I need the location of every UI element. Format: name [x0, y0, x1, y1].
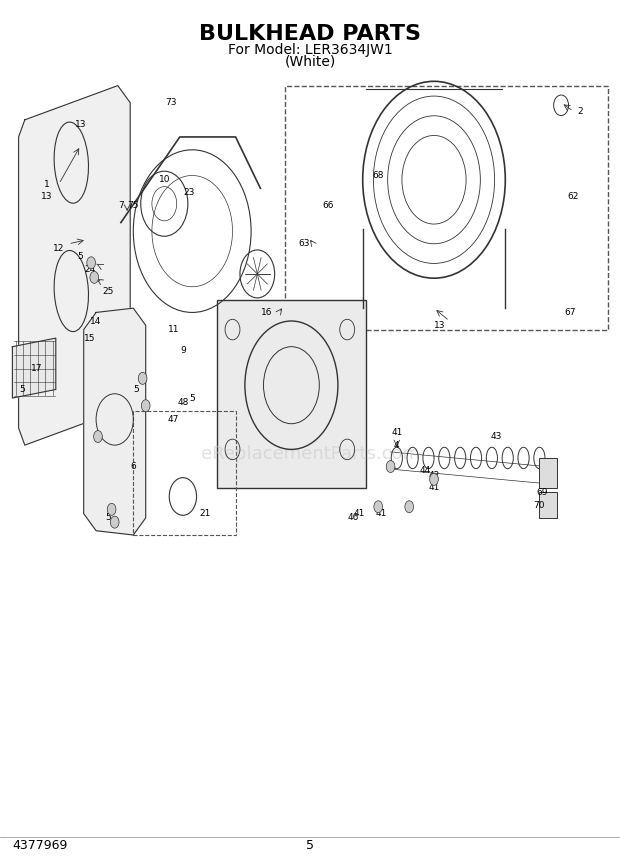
Text: 43: 43 [490, 432, 502, 441]
Text: 13: 13 [41, 193, 52, 201]
Circle shape [110, 516, 119, 528]
Text: 5: 5 [105, 514, 112, 522]
Bar [539, 492, 557, 518]
Text: 5: 5 [19, 385, 25, 394]
Polygon shape [19, 86, 130, 445]
Circle shape [141, 400, 150, 412]
Text: 75: 75 [128, 201, 139, 210]
Text: 5: 5 [133, 385, 140, 394]
Text: 7: 7 [118, 201, 124, 210]
Text: 5: 5 [189, 394, 195, 402]
Text: 4377969: 4377969 [12, 839, 68, 853]
Circle shape [94, 431, 102, 443]
Text: 41: 41 [354, 509, 365, 518]
Circle shape [87, 257, 95, 269]
Bar [539, 458, 557, 488]
Text: 17: 17 [32, 364, 43, 372]
Text: 42: 42 [428, 471, 440, 479]
Text: 63: 63 [298, 240, 309, 248]
Text: 62: 62 [568, 193, 579, 201]
Text: 14: 14 [91, 317, 102, 325]
Text: 41: 41 [391, 428, 402, 437]
Text: 5: 5 [78, 253, 84, 261]
Text: 69: 69 [537, 488, 548, 496]
Text: 12: 12 [53, 244, 64, 253]
Polygon shape [12, 338, 56, 398]
Text: 1: 1 [43, 180, 50, 188]
Text: 47: 47 [168, 415, 179, 424]
Polygon shape [84, 308, 146, 535]
Text: 2: 2 [577, 107, 583, 116]
Text: 21: 21 [199, 509, 210, 518]
Text: 10: 10 [159, 175, 170, 184]
Bar [133, 411, 236, 535]
Circle shape [405, 501, 414, 513]
Text: 24: 24 [84, 265, 95, 274]
Text: BULKHEAD PARTS: BULKHEAD PARTS [199, 24, 421, 45]
Bar [217, 300, 366, 488]
Circle shape [90, 271, 99, 283]
Circle shape [386, 461, 395, 473]
Text: 13: 13 [435, 321, 446, 330]
Text: (White): (White) [285, 55, 335, 68]
Text: 68: 68 [373, 171, 384, 180]
Circle shape [374, 501, 383, 513]
Text: 25: 25 [103, 287, 114, 295]
Circle shape [107, 503, 116, 515]
Text: 15: 15 [84, 334, 95, 342]
Text: 6: 6 [130, 462, 136, 471]
Text: 70: 70 [534, 501, 545, 509]
Text: 67: 67 [565, 308, 576, 317]
Text: 44: 44 [419, 467, 430, 475]
Text: 41: 41 [428, 484, 440, 492]
Text: 5: 5 [306, 839, 314, 853]
Bar [285, 86, 608, 330]
Circle shape [430, 473, 438, 485]
Text: 73: 73 [165, 98, 176, 107]
Text: 9: 9 [180, 347, 186, 355]
Text: 11: 11 [168, 325, 179, 334]
Text: 4: 4 [394, 441, 400, 449]
Text: 23: 23 [184, 188, 195, 197]
Text: For Model: LER3634JW1: For Model: LER3634JW1 [228, 43, 392, 56]
Text: 48: 48 [177, 398, 188, 407]
Circle shape [138, 372, 147, 384]
Text: 13: 13 [75, 120, 86, 128]
Text: 66: 66 [323, 201, 334, 210]
Text: 41: 41 [376, 509, 387, 518]
Text: 16: 16 [261, 308, 272, 317]
Text: eReplacementParts.com: eReplacementParts.com [200, 444, 420, 463]
Text: 46: 46 [348, 514, 359, 522]
